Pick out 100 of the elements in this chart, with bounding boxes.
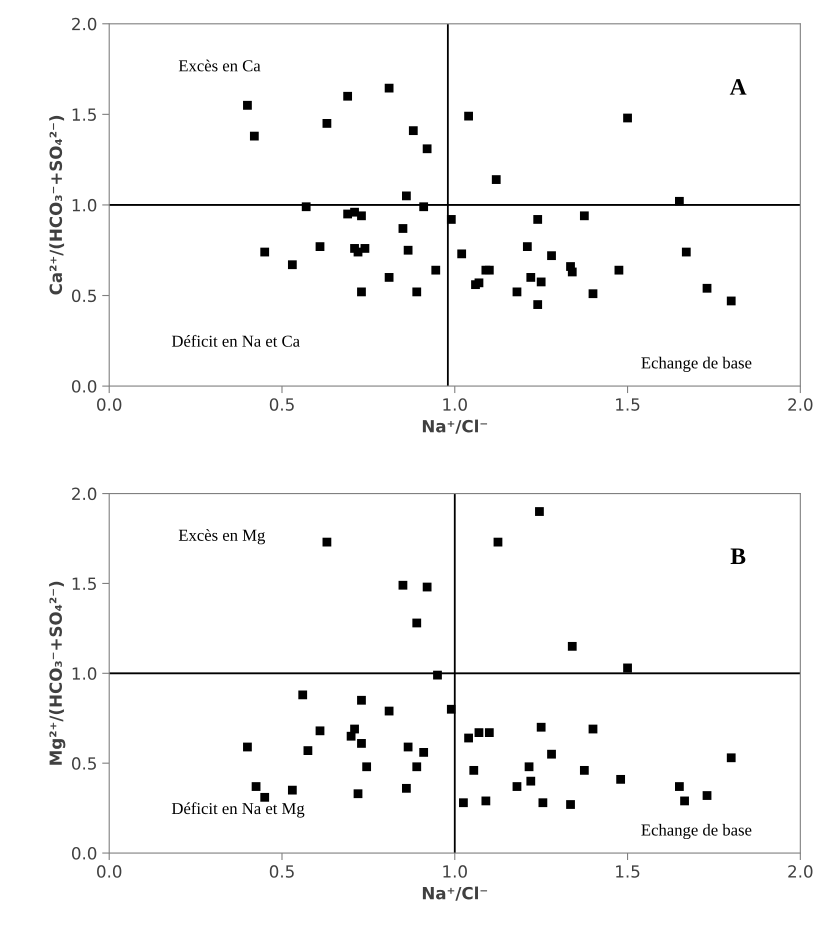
point bbox=[536, 722, 546, 732]
point bbox=[362, 762, 372, 772]
point bbox=[404, 246, 413, 255]
point bbox=[422, 144, 432, 154]
annotation: Echange de base bbox=[641, 824, 752, 840]
x-tick-label: 1.5 bbox=[616, 865, 640, 878]
point bbox=[616, 774, 626, 784]
point bbox=[526, 273, 536, 282]
point bbox=[412, 762, 422, 772]
point bbox=[726, 296, 736, 306]
point bbox=[512, 288, 522, 296]
point bbox=[459, 798, 468, 808]
point bbox=[431, 266, 440, 275]
point bbox=[433, 670, 442, 680]
point bbox=[404, 742, 413, 752]
point bbox=[260, 248, 270, 256]
y-axis-title: Mg²⁺/(HCO₃⁻+SO₄²⁻) bbox=[49, 582, 66, 765]
y-tick-label: 1.0 bbox=[72, 667, 96, 680]
y-tick-label: 0.5 bbox=[72, 289, 96, 302]
point bbox=[422, 582, 432, 592]
point bbox=[702, 284, 712, 293]
point bbox=[568, 268, 577, 276]
annotation: B bbox=[730, 548, 746, 564]
point bbox=[304, 746, 312, 755]
x-tick-label: 0.5 bbox=[270, 865, 294, 878]
point bbox=[547, 750, 556, 759]
point bbox=[446, 215, 456, 224]
point bbox=[588, 724, 598, 734]
point bbox=[535, 507, 544, 516]
y-tick-label: 2.0 bbox=[72, 488, 96, 500]
annotation: Excès en Mg bbox=[178, 529, 266, 544]
point bbox=[474, 728, 484, 738]
point bbox=[384, 706, 394, 716]
point bbox=[302, 202, 311, 212]
x-tick-label: 0.0 bbox=[97, 398, 122, 411]
point bbox=[674, 196, 684, 206]
point bbox=[316, 726, 324, 736]
y-tick-label: 1.0 bbox=[72, 198, 96, 212]
point bbox=[588, 289, 598, 298]
point bbox=[250, 132, 259, 140]
x-tick-label: 0.5 bbox=[270, 398, 294, 411]
point bbox=[412, 618, 422, 628]
point bbox=[398, 580, 408, 590]
x-tick-label: 0.0 bbox=[97, 865, 122, 878]
point bbox=[464, 112, 473, 121]
y-tick-label: 1.5 bbox=[72, 108, 96, 121]
point bbox=[384, 84, 394, 92]
x-axis-title: Na⁺/Cl⁻ bbox=[422, 420, 488, 434]
point bbox=[464, 734, 473, 742]
x-tick-label: 1.0 bbox=[443, 865, 467, 878]
point bbox=[536, 278, 546, 286]
point bbox=[512, 782, 522, 791]
point bbox=[357, 696, 366, 705]
point bbox=[547, 251, 556, 260]
annotation: Echange de base bbox=[641, 356, 752, 372]
point bbox=[469, 766, 478, 775]
point bbox=[492, 175, 501, 184]
point bbox=[674, 782, 684, 791]
point bbox=[481, 796, 490, 806]
point bbox=[623, 664, 632, 672]
point bbox=[243, 100, 252, 110]
point bbox=[533, 215, 542, 224]
point bbox=[538, 798, 548, 808]
y-tick-label: 0.0 bbox=[72, 380, 96, 393]
annotation: Déficit en Na et Ca bbox=[172, 334, 300, 347]
point bbox=[288, 786, 297, 795]
point bbox=[360, 244, 370, 253]
point bbox=[419, 748, 428, 757]
point bbox=[357, 288, 366, 296]
point bbox=[702, 791, 712, 800]
point bbox=[412, 288, 422, 296]
point bbox=[457, 249, 466, 258]
point bbox=[614, 266, 624, 275]
point bbox=[243, 742, 252, 752]
point bbox=[524, 762, 534, 772]
point bbox=[402, 784, 411, 793]
x-tick-label: 2.0 bbox=[788, 865, 812, 878]
y-tick-label: 0.0 bbox=[72, 847, 96, 860]
point bbox=[680, 796, 689, 806]
point bbox=[568, 642, 577, 651]
point bbox=[484, 266, 494, 275]
point bbox=[252, 782, 260, 791]
point bbox=[474, 278, 484, 288]
point bbox=[533, 300, 542, 309]
annotation: A bbox=[730, 79, 746, 95]
point bbox=[726, 753, 736, 762]
point bbox=[580, 766, 589, 775]
point bbox=[322, 538, 332, 546]
point bbox=[354, 789, 362, 798]
y-tick-label: 2.0 bbox=[72, 18, 96, 30]
point bbox=[566, 800, 575, 809]
x-tick-label: 1.5 bbox=[616, 398, 640, 411]
point bbox=[402, 191, 411, 200]
x-tick-label: 1.0 bbox=[443, 398, 467, 411]
point bbox=[484, 728, 494, 738]
point bbox=[288, 260, 297, 270]
point bbox=[322, 119, 332, 128]
y-tick-label: 1.5 bbox=[72, 578, 96, 590]
annotation: Excès en Ca bbox=[178, 60, 260, 72]
annotation: Déficit en Na et Mg bbox=[172, 802, 304, 818]
